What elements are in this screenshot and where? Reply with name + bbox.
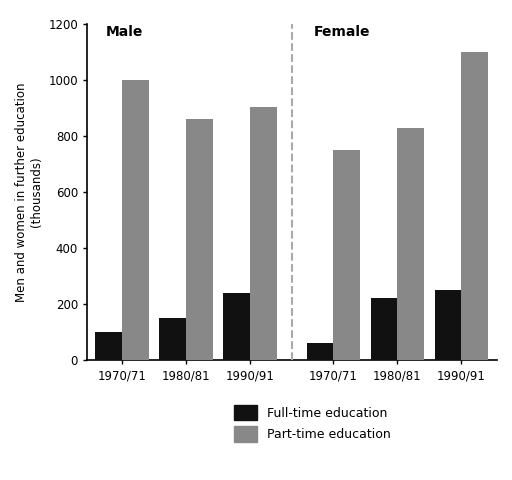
Bar bbox=[122, 80, 149, 360]
Bar bbox=[435, 290, 461, 360]
Bar bbox=[461, 52, 488, 360]
Bar bbox=[250, 107, 277, 360]
Bar bbox=[223, 293, 250, 360]
Bar bbox=[333, 150, 360, 360]
Bar bbox=[307, 343, 333, 360]
Bar bbox=[186, 119, 213, 360]
Bar bbox=[159, 318, 186, 360]
Bar bbox=[397, 128, 424, 360]
Text: Female: Female bbox=[313, 25, 370, 39]
Bar bbox=[371, 299, 397, 360]
Legend: Full-time education, Part-time education: Full-time education, Part-time education bbox=[228, 398, 397, 448]
Bar bbox=[95, 332, 122, 360]
Y-axis label: Men and women in further education
(thousands): Men and women in further education (thou… bbox=[15, 82, 42, 302]
Text: Male: Male bbox=[105, 25, 143, 39]
